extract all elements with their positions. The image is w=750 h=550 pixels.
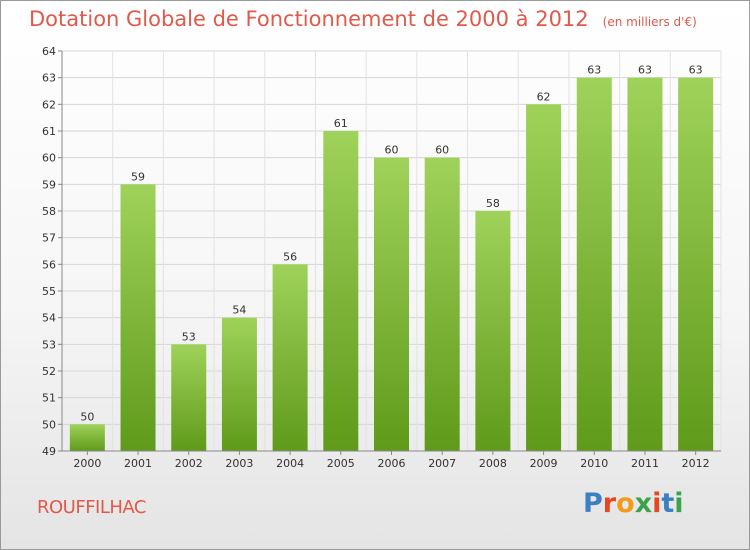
y-tick-label: 54: [42, 312, 56, 325]
data-label: 58: [486, 197, 500, 210]
data-label: 63: [638, 64, 652, 77]
y-tick-label: 50: [42, 418, 56, 431]
x-tick-label: 2006: [378, 457, 406, 470]
x-tick-label: 2004: [276, 457, 304, 470]
y-tick-label: 51: [42, 392, 56, 405]
bar: [475, 211, 511, 451]
logo-letter: P: [583, 488, 603, 519]
y-tick-label: 57: [42, 232, 56, 245]
x-tick-label: 2002: [175, 457, 203, 470]
x-tick-label: 2005: [327, 457, 355, 470]
y-tick-label: 52: [42, 365, 56, 378]
data-label: 59: [131, 170, 145, 183]
bar: [374, 157, 409, 451]
x-tick-label: 2010: [580, 457, 608, 470]
bars: 50 59 53 54 56 61 60 60 58 62 63 63 63: [69, 64, 714, 452]
data-label: 50: [80, 410, 94, 423]
commune-name: ROUFFILHAC: [37, 497, 147, 518]
bar: [678, 77, 714, 452]
y-tick-label: 58: [42, 205, 56, 218]
bar: [424, 157, 460, 451]
y-tick-label: 55: [42, 285, 56, 298]
data-label: 62: [537, 90, 551, 103]
y-tick-label: 49: [42, 445, 56, 458]
bar: [576, 77, 612, 452]
bar: [120, 184, 156, 452]
y-tick-label: 59: [42, 178, 56, 191]
data-label: 53: [182, 330, 196, 343]
proxiti-logo: Proxiti: [583, 488, 684, 519]
logo-letter: r: [602, 488, 617, 519]
y-tick-label: 61: [42, 125, 56, 138]
y-tick-label: 56: [42, 258, 56, 271]
data-label: 61: [334, 117, 348, 130]
bar: [272, 264, 308, 451]
y-tick-label: 63: [42, 72, 56, 85]
bar: [323, 131, 359, 451]
logo-letter: i: [674, 488, 684, 519]
chart-subtitle: (en milliers d'€): [602, 15, 697, 29]
chart-title: Dotation Globale de Fonctionnement de 20…: [29, 7, 697, 31]
y-tick-label: 62: [42, 98, 56, 111]
bar: [69, 424, 105, 451]
data-label: 60: [435, 144, 449, 157]
logo-letter: t: [661, 488, 675, 519]
data-label: 60: [385, 144, 399, 157]
bar: [526, 104, 562, 451]
logo-letter: i: [652, 488, 662, 519]
data-label: 63: [689, 64, 703, 77]
x-tick-label: 2000: [73, 457, 101, 470]
y-tick-label: 53: [42, 338, 56, 351]
x-tick-label: 2007: [428, 457, 456, 470]
data-label: 63: [587, 64, 601, 77]
x-tick-label: 2009: [530, 457, 558, 470]
x-tick-label: 2012: [682, 457, 710, 470]
bar: [627, 77, 663, 452]
logo-letter: x: [634, 488, 653, 519]
bar: [171, 344, 207, 451]
axes: 49 50 51 52 53 54 55 56 57 58 59 60 61 62 63 64 2000 2001…: [42, 45, 721, 470]
data-label: 54: [232, 304, 246, 317]
x-tick-label: 2003: [225, 457, 253, 470]
title-text: Dotation Globale de Fonctionnement de 20…: [29, 7, 589, 31]
x-tick-label: 2008: [479, 457, 507, 470]
x-tick-label: 2001: [124, 457, 152, 470]
y-tick-label: 64: [42, 45, 56, 58]
y-tick-label: 60: [42, 152, 56, 165]
data-label: 56: [283, 250, 297, 263]
bar: [221, 317, 257, 451]
x-tick-label: 2011: [631, 457, 659, 470]
logo-letter: o: [616, 488, 635, 519]
